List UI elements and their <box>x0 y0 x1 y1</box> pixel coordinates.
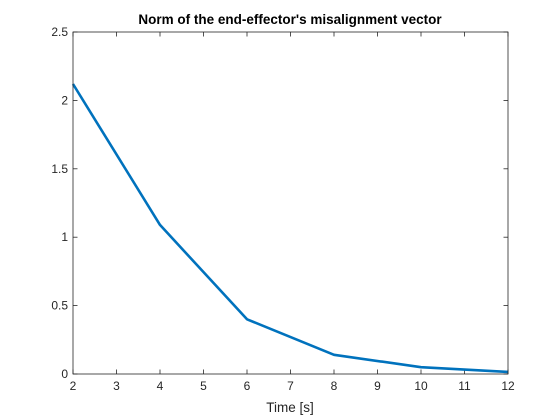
x-tick-label: 3 <box>113 379 120 393</box>
x-tick-label: 8 <box>331 379 338 393</box>
y-tick-label: 1.5 <box>51 162 68 176</box>
chart-title: Norm of the end-effector's misalignment … <box>138 12 442 27</box>
x-tick-label: 7 <box>287 379 294 393</box>
x-tick-label: 4 <box>157 379 164 393</box>
plot-frame <box>72 31 509 375</box>
x-tick-label: 12 <box>501 379 515 393</box>
x-tick-label: 2 <box>70 379 77 393</box>
x-axis-label: Time [s] <box>266 400 314 415</box>
x-tick-label: 5 <box>200 379 207 393</box>
x-tick-label: 10 <box>414 379 428 393</box>
x-tick-label: 6 <box>244 379 251 393</box>
y-tick-label: 0.5 <box>51 299 68 313</box>
y-tick-label: 0 <box>61 367 68 381</box>
x-tick-label: 9 <box>374 379 381 393</box>
tick-layer: 2 3 4 5 6 7 8 9 10 11 12 0 0.5 1 1.5 2 2.5 <box>51 25 515 393</box>
y-tick-label: 2.5 <box>51 25 68 39</box>
x-tick-label: 11 <box>458 379 471 393</box>
y-tick-label: 2 <box>61 93 68 107</box>
y-tick-label: 1 <box>61 230 68 244</box>
series-line <box>71 83 509 374</box>
